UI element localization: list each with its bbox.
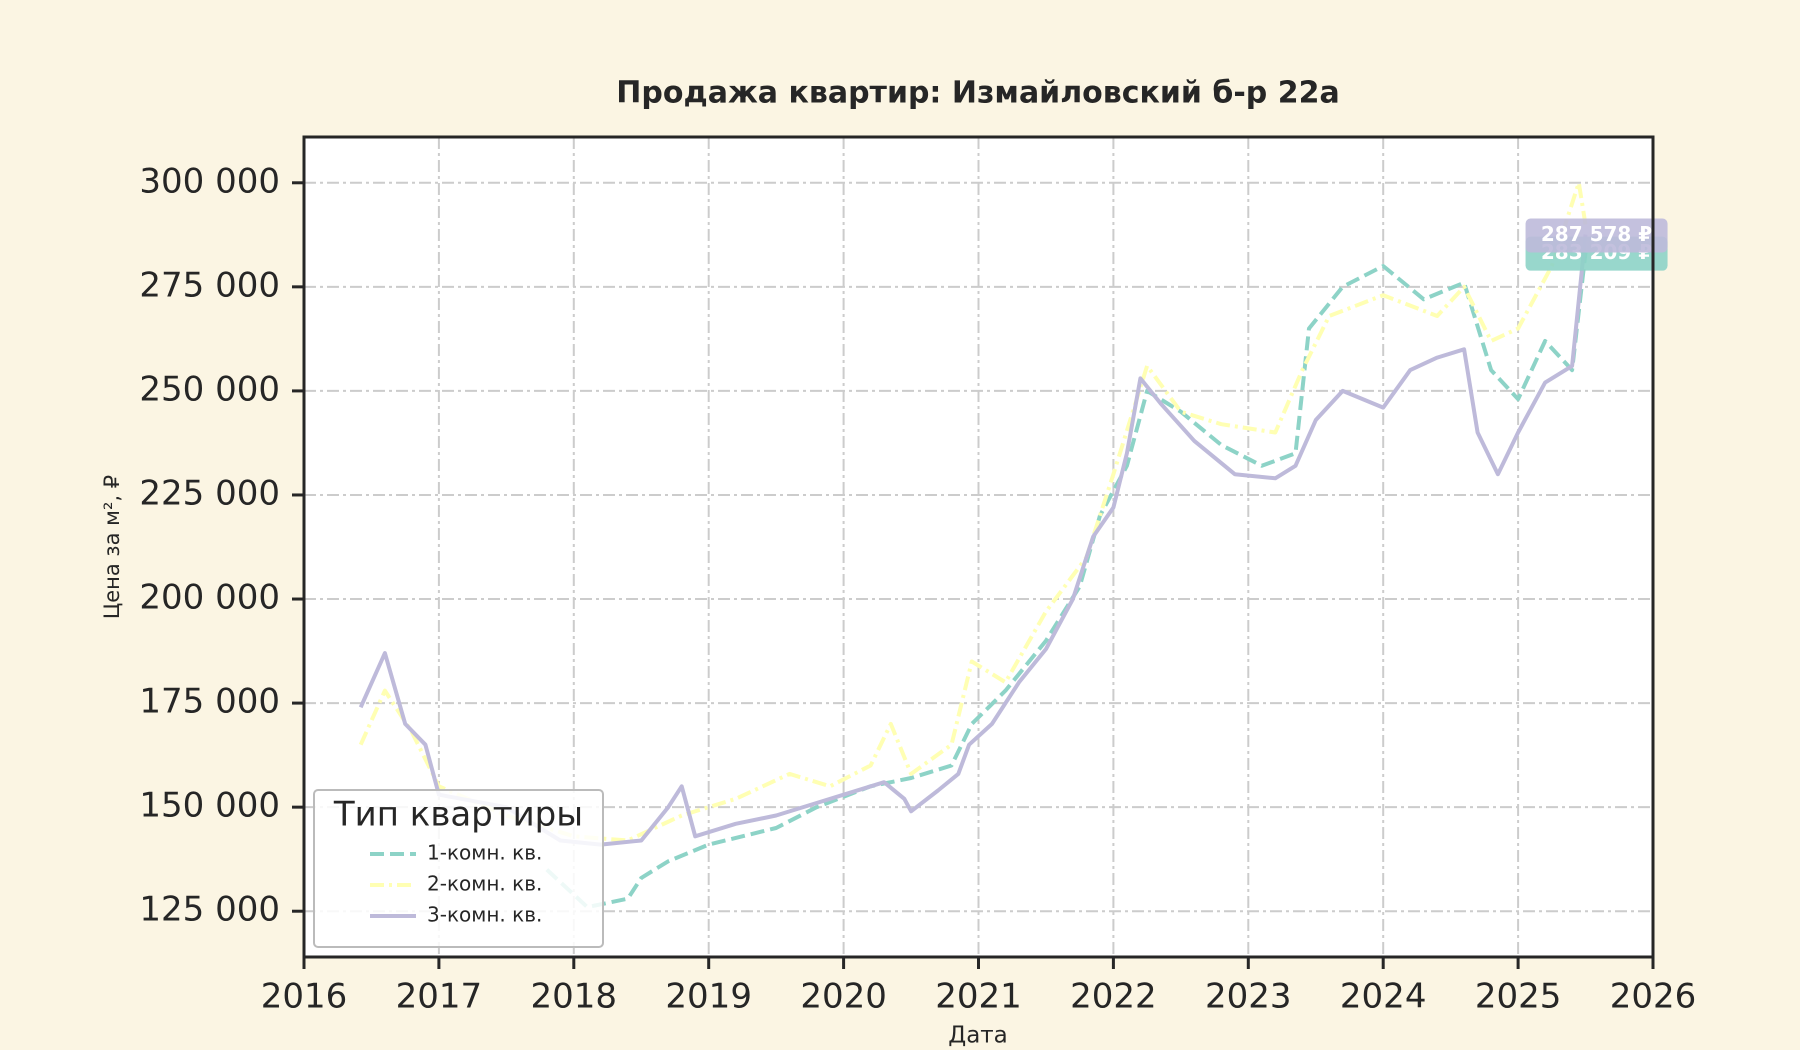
legend-box xyxy=(313,789,604,948)
y-tick-label: 200 000 xyxy=(139,578,280,618)
x-tick-label: 2026 xyxy=(1610,977,1697,1017)
x-tick-label: 2017 xyxy=(396,977,483,1017)
legend: Тип квартиры 1-комн. кв. 2-комн. кв. 3-комн… xyxy=(313,789,604,948)
legend-label: 3-комн. кв. xyxy=(427,903,542,927)
legend-title: Тип квартиры xyxy=(333,795,583,835)
series-line xyxy=(358,234,1588,847)
value-label-box xyxy=(1525,218,1668,253)
y-tick-label: 150 000 xyxy=(139,786,280,826)
x-tick-label: 2018 xyxy=(531,977,618,1017)
y-tick-label: 175 000 xyxy=(139,682,280,722)
x-tick-label: 2020 xyxy=(800,977,887,1017)
x-axis-label: Дата xyxy=(948,1023,1008,1049)
x-tick-label: 2025 xyxy=(1475,977,1562,1017)
y-axis-label: Цена за м², ₽ xyxy=(100,475,124,619)
x-tick-label: 2016 xyxy=(261,977,348,1017)
x-tick-label: 2021 xyxy=(935,977,1022,1017)
legend-label: 1-комн. кв. xyxy=(427,841,542,865)
legend-label: 2-комн. кв. xyxy=(427,872,542,896)
x-tick-label: 2022 xyxy=(1070,977,1157,1017)
lines: 283 209 ₽287 578 ₽ xyxy=(358,180,1668,910)
series-line xyxy=(358,180,1588,843)
axes: 2016 2017 2018 2019 2020 2021 2022 2023 2024 2025… xyxy=(139,161,1696,1016)
y-tick-label: 250 000 xyxy=(139,369,280,409)
x-tick-label: 2019 xyxy=(665,977,752,1017)
x-tick-label: 2024 xyxy=(1340,977,1427,1017)
y-tick-label: 125 000 xyxy=(139,890,280,930)
y-tick-label: 275 000 xyxy=(139,265,280,305)
chart-title: Продажа квартир: Измайловский б-р 22а xyxy=(616,76,1339,111)
x-tick-label: 2023 xyxy=(1205,977,1292,1017)
y-tick-label: 225 000 xyxy=(139,473,280,513)
value-label: 287 578 ₽ xyxy=(1541,222,1652,246)
y-tick-label: 300 000 xyxy=(139,161,280,201)
series-line xyxy=(545,252,1588,910)
